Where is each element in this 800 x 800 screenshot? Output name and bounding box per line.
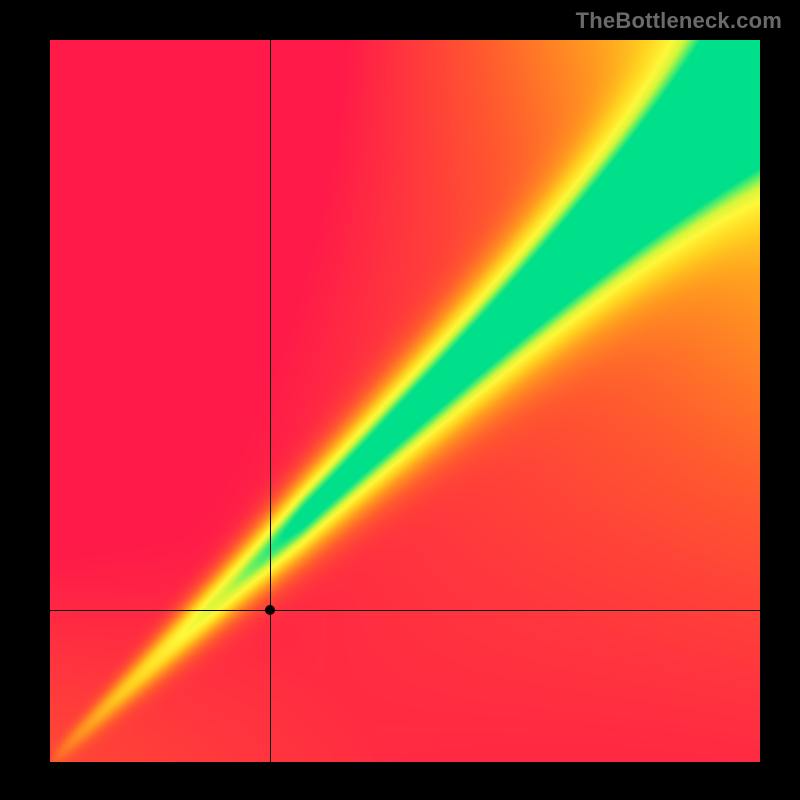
watermark-text: TheBottleneck.com <box>576 8 782 34</box>
crosshair-horizontal <box>50 610 760 611</box>
crosshair-vertical <box>270 40 271 762</box>
crosshair-marker <box>265 605 275 615</box>
plot-area <box>50 40 760 762</box>
chart-container: TheBottleneck.com <box>0 0 800 800</box>
heatmap-canvas <box>50 40 760 762</box>
